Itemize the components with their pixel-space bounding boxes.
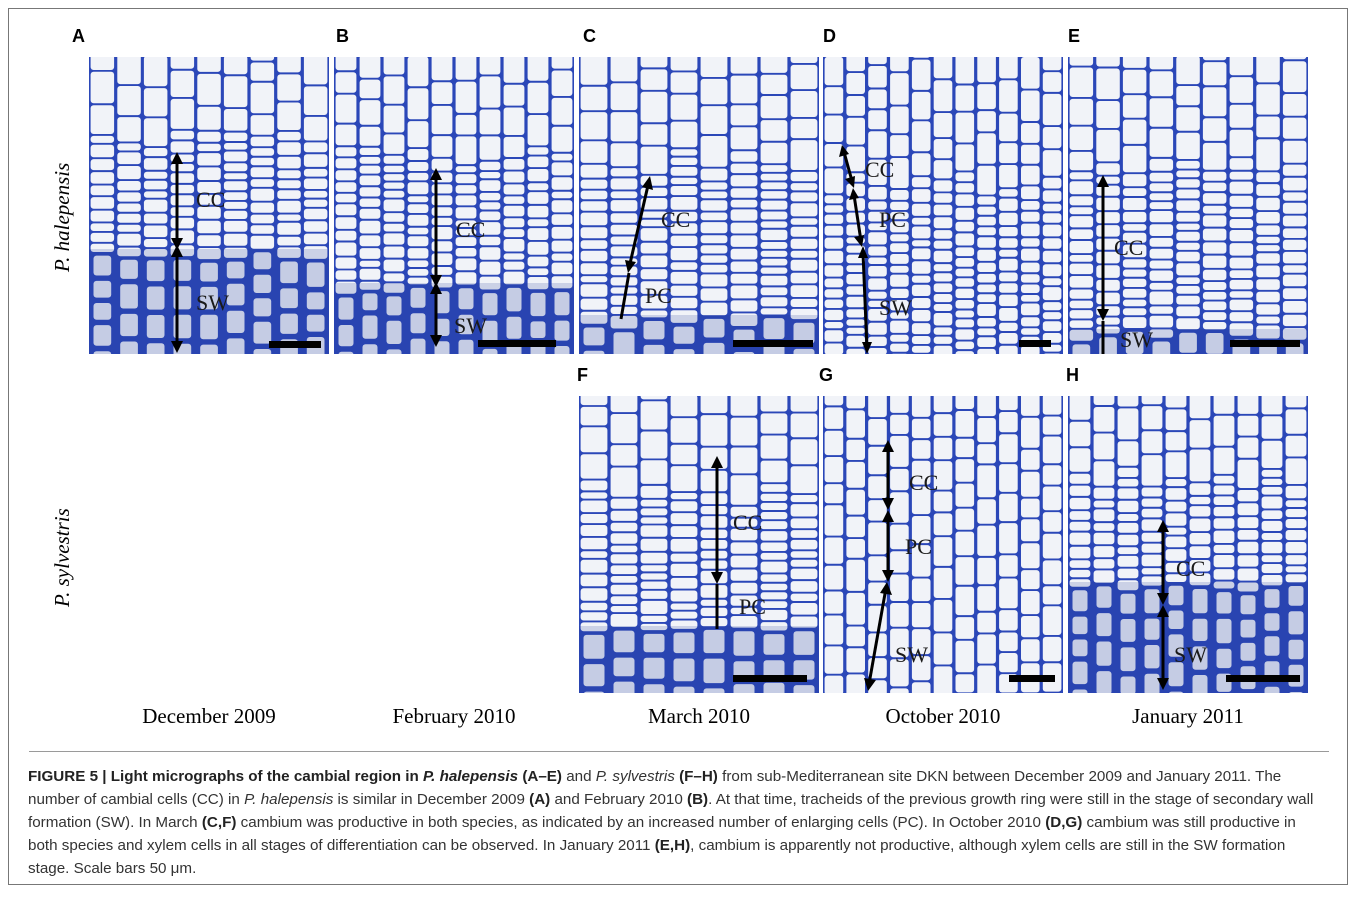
micrograph-a: CC SW (89, 57, 329, 354)
micrograph-c: CC PC (579, 57, 819, 354)
zone-label-pc: PC (645, 283, 672, 308)
micrograph-e: CC SW (1068, 57, 1308, 354)
micrograph-b-image: CC SW (334, 57, 574, 354)
zone-label-cc: CC (196, 187, 225, 212)
panel-label-a: A (72, 26, 85, 46)
arrow-pc (882, 510, 894, 582)
micrograph-g: CC PC SW (823, 396, 1063, 693)
zone-label-cc: CC (909, 470, 938, 495)
zone-label-cc: CC (1114, 235, 1143, 260)
micrograph-h-image: CC SW (1068, 396, 1308, 693)
panel-label-h: H (1066, 365, 1079, 385)
arrow-sw (171, 245, 183, 353)
zone-label-sw: SW (454, 313, 487, 338)
figure-caption: FIGURE 5 | Light micrographs of the camb… (28, 768, 1314, 877)
scale-bar (1019, 340, 1051, 347)
micrograph-h: CC SW (1068, 396, 1308, 693)
arrow-cc (625, 176, 653, 273)
species-label-sylvestris: P. sylvestris (50, 508, 74, 607)
date-label-oct-2010: October 2010 (885, 704, 1001, 728)
zone-label-pc: PC (879, 207, 906, 232)
arrow-sw (1157, 605, 1169, 690)
micrograph-f-image: CC PC (579, 396, 819, 693)
scale-bar (1226, 675, 1300, 682)
micrograph-b: CC SW (334, 57, 574, 354)
zone-label-cc: CC (1176, 556, 1205, 581)
zone-label-pc: PC (739, 594, 766, 619)
micrograph-d: CC PC SW (823, 57, 1063, 354)
zone-label-cc: CC (661, 207, 690, 232)
scale-bar (733, 340, 813, 347)
scale-bar (1009, 675, 1055, 682)
scale-bar (733, 675, 807, 682)
arrow-cc (1097, 175, 1109, 321)
panel-label-e: E (1068, 26, 1081, 46)
micrograph-a-image: CC SW (89, 57, 329, 354)
zone-label-cc: CC (733, 510, 762, 535)
zone-label-sw: SW (1174, 642, 1207, 667)
zone-label-sw: SW (1120, 327, 1153, 352)
micrograph-g-image: CC PC SW (823, 396, 1063, 693)
zone-label-cc: CC (456, 217, 485, 242)
arrow-cc (711, 456, 723, 584)
micrograph-e-image: CC SW (1068, 57, 1308, 354)
zone-label-sw: SW (879, 295, 912, 320)
arrow-cc (839, 145, 855, 188)
arrow-cc (430, 168, 442, 287)
panel-label-g: G (819, 365, 834, 385)
date-label-jan-2011: January 2011 (1132, 704, 1244, 728)
panel-label-d: D (823, 26, 836, 46)
arrow-sw (430, 282, 442, 347)
micrograph-f: CC PC (579, 396, 819, 693)
arrow-sw (858, 246, 872, 354)
arrow-cc (882, 440, 894, 510)
arrow-pc (849, 188, 864, 247)
line-pc (619, 272, 631, 320)
caption-title: FIGURE 5 | Light micrographs of the camb… (28, 768, 519, 785)
figure-frame (8, 8, 1348, 885)
zone-label-sw: SW (196, 290, 229, 315)
scale-bar (1230, 340, 1300, 347)
zone-label-sw: SW (895, 642, 928, 667)
date-label-mar-2010: March 2010 (647, 704, 751, 728)
scale-bar (269, 341, 321, 348)
zone-label-cc: CC (865, 157, 894, 182)
scale-bar (478, 340, 556, 347)
zone-label-pc: PC (905, 534, 932, 559)
caption-divider (29, 751, 1329, 752)
micrograph-d-image: CC PC SW (823, 57, 1063, 354)
micrograph-c-image: CC PC (579, 57, 819, 354)
species-label-halepensis: P. halepensis (50, 162, 74, 272)
arrow-cc (1157, 520, 1169, 605)
panel-label-c: C (583, 26, 596, 46)
date-label-dec-2009: December 2009 (142, 704, 276, 728)
date-label-feb-2010: February 2010 (392, 704, 516, 728)
arrow-sw (864, 582, 892, 691)
panel-label-f: F (577, 365, 588, 385)
panel-label-b: B (336, 26, 349, 46)
arrow-cc (171, 152, 183, 250)
